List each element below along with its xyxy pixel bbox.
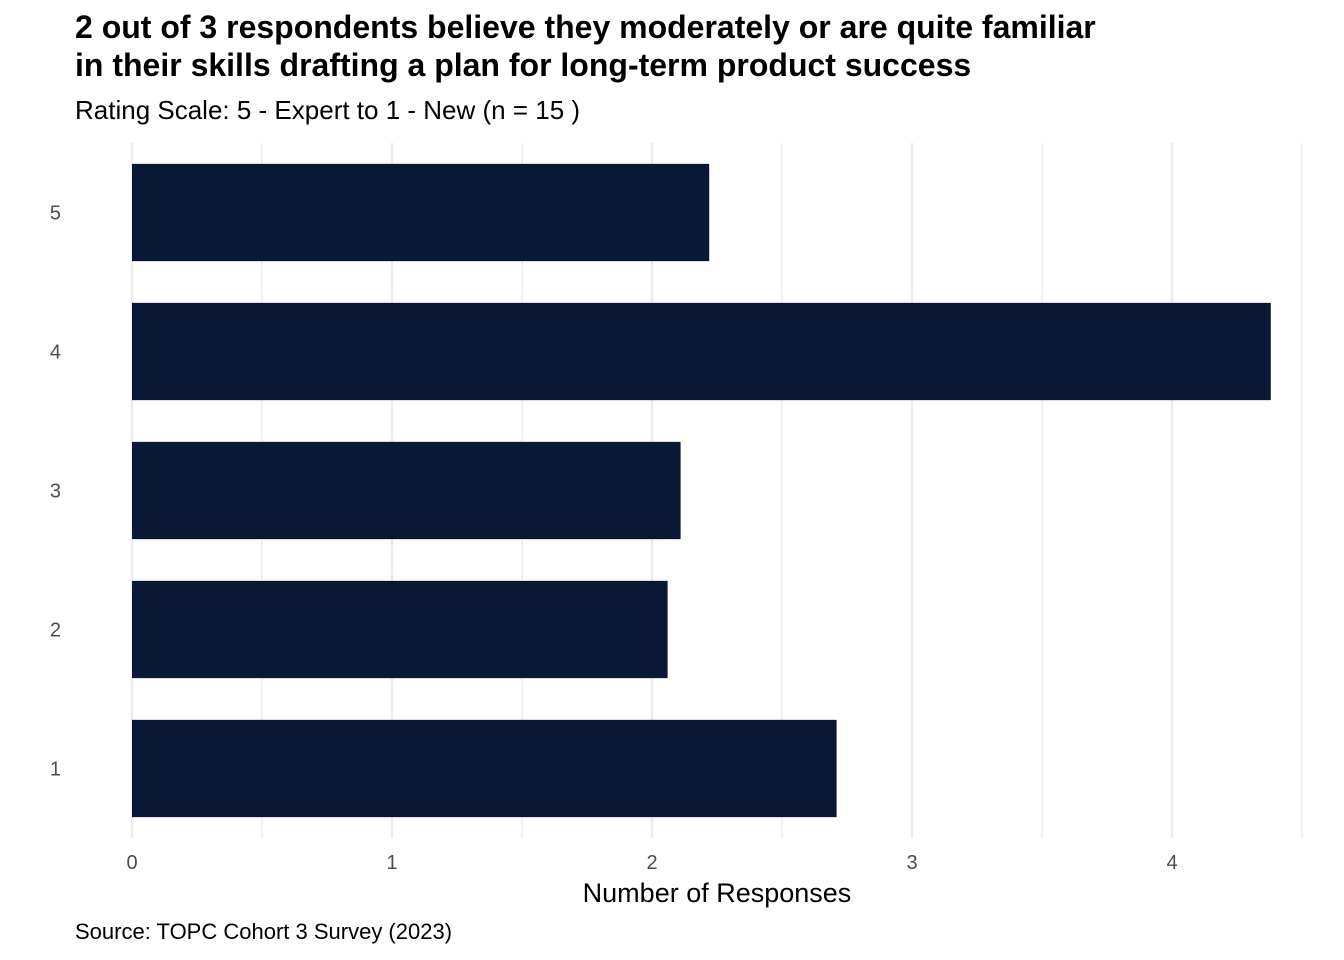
bar-rating-1 <box>132 719 837 818</box>
x-axis-ticks: 0 1 2 3 4 <box>126 852 1177 874</box>
bars <box>132 163 1271 818</box>
bar-rating-3 <box>132 441 681 540</box>
x-tick-label: 4 <box>1166 852 1177 874</box>
x-tick-label: 2 <box>646 852 657 874</box>
x-axis-title: Number of Responses <box>583 878 852 908</box>
y-tick-label: 2 <box>50 620 61 642</box>
bar-rating-5 <box>132 163 710 262</box>
bar-rating-4 <box>132 302 1271 401</box>
x-tick-label: 3 <box>906 852 917 874</box>
y-axis-ticks: 5 4 3 2 1 <box>50 203 61 781</box>
bar-rating-2 <box>132 580 668 679</box>
y-tick-label: 1 <box>50 759 61 781</box>
y-tick-label: 4 <box>50 342 61 364</box>
chart-title-line-2: in their skills drafting a plan for long… <box>75 47 972 83</box>
y-tick-label: 5 <box>50 203 61 225</box>
chart-subtitle: Rating Scale: 5 - Expert to 1 - New (n =… <box>75 95 581 125</box>
y-tick-label: 3 <box>50 481 61 503</box>
x-tick-label: 1 <box>386 852 397 874</box>
chart-title-line-1: 2 out of 3 respondents believe they mode… <box>75 9 1096 45</box>
chart-caption: Source: TOPC Cohort 3 Survey (2023) <box>75 919 453 944</box>
chart-title: 2 out of 3 respondents believe they mode… <box>75 8 1315 84</box>
x-tick-label: 0 <box>126 852 137 874</box>
